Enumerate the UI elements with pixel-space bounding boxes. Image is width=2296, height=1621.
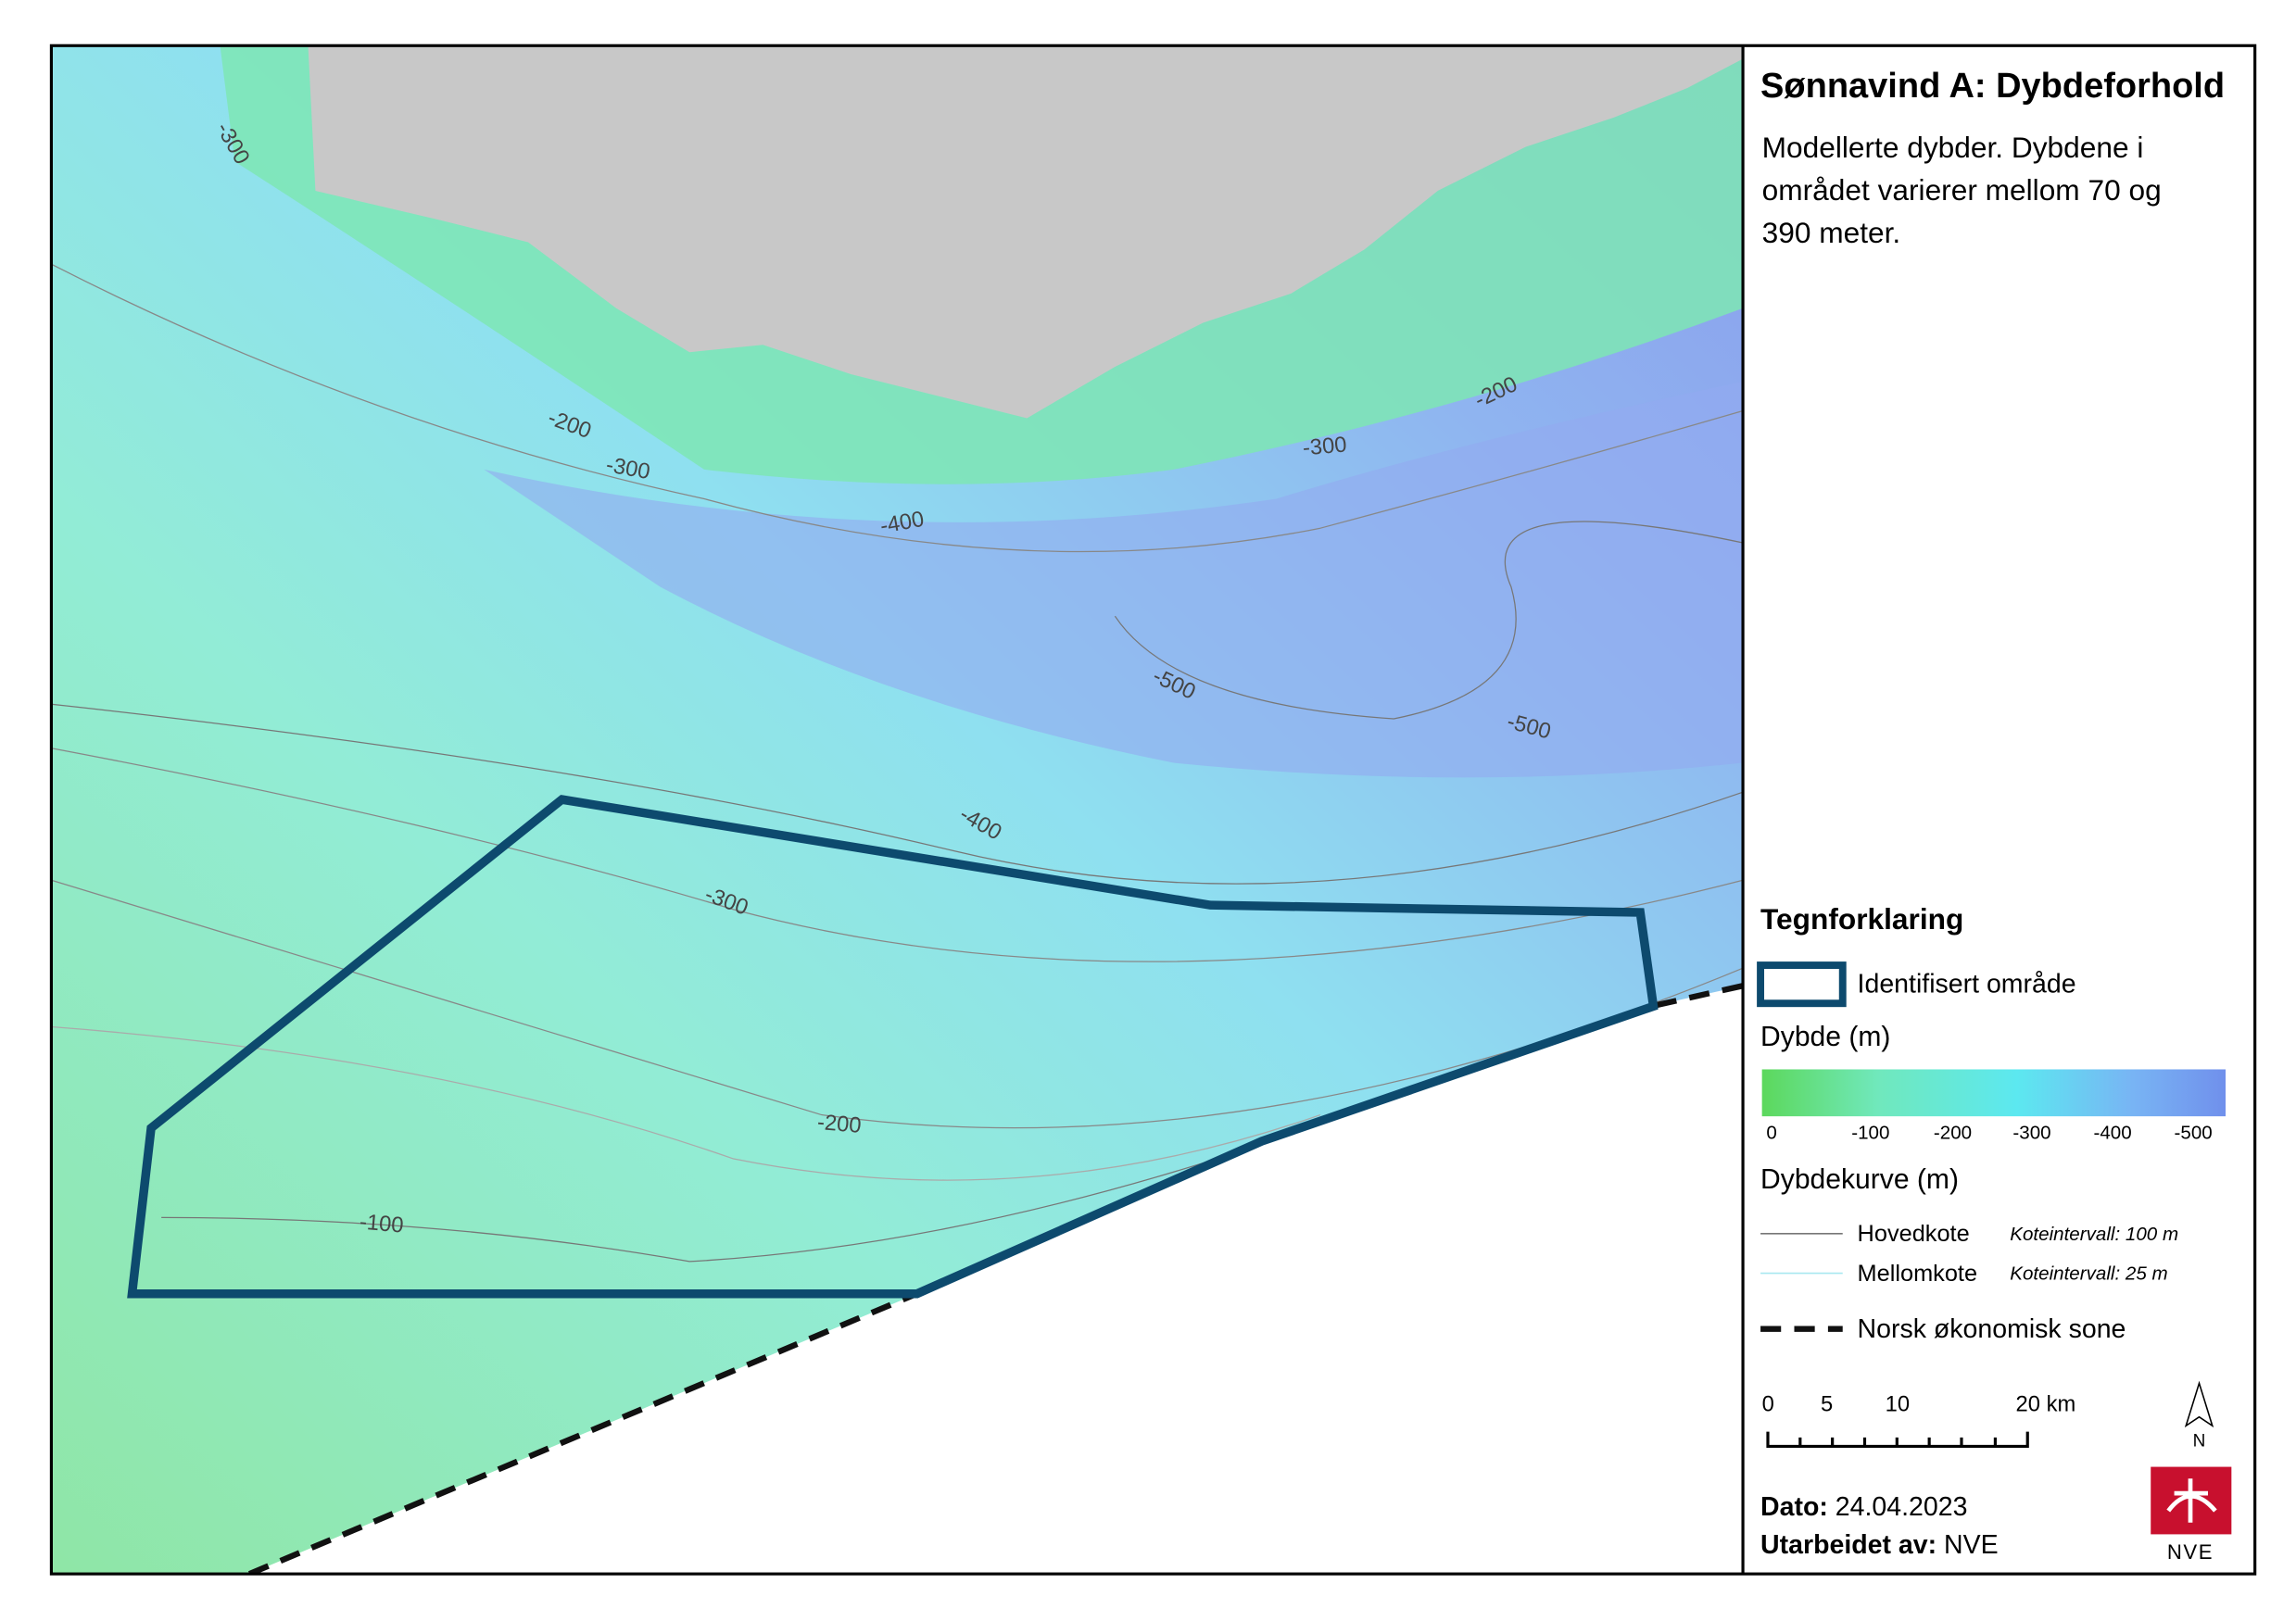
scale-label: 5 <box>1821 1391 1833 1416</box>
description: Modellerte dybder. Dybdene i <box>1762 131 2144 164</box>
logo-emblem <box>2166 1478 2217 1523</box>
land <box>308 45 1744 419</box>
author-value: NVE <box>1944 1530 1999 1560</box>
scale-label: 20 km <box>2016 1391 2076 1416</box>
contour-label: -100 <box>359 1210 405 1238</box>
contour-line <box>51 748 1744 962</box>
title: Sønnavind A: Dybdeforhold <box>1760 67 2225 106</box>
date-value: 24.04.2023 <box>1836 1491 1968 1521</box>
legend-minor-interval: Koteintervall: 25 m <box>2010 1263 2167 1285</box>
scale-bar <box>1766 1431 2029 1448</box>
deep-basin <box>484 381 1744 778</box>
contour-line <box>51 879 1744 1129</box>
contour-line <box>161 1143 1262 1263</box>
description: 390 meter. <box>1762 216 1901 249</box>
depth-colorbar <box>1761 1069 2226 1117</box>
author: Utarbeidet av: NVE <box>1760 1530 1999 1560</box>
date-label: Dato: <box>1760 1491 1828 1521</box>
scale-label: 0 <box>1762 1391 1774 1416</box>
map-frame <box>49 44 2257 1576</box>
identified-area <box>127 795 1659 1299</box>
contour-line <box>51 1025 1321 1181</box>
north-label: N <box>2193 1432 2206 1451</box>
legend-area-symbol <box>1757 961 1847 1008</box>
contour-line <box>51 703 1744 885</box>
legend-main-label: Hovedkote <box>1858 1221 1970 1247</box>
author-label: Utarbeidet av: <box>1760 1530 1936 1560</box>
contour-line <box>1114 521 1744 720</box>
depth-tick-label: 0 <box>1766 1123 1776 1144</box>
depth-tick-label: -300 <box>2012 1123 2050 1144</box>
north-arrow <box>2184 1380 2214 1428</box>
description: området varierer mellom 70 og <box>1762 173 2162 207</box>
contour-line <box>51 263 1744 553</box>
depth-tick-label: -500 <box>2175 1123 2213 1144</box>
depth-tick-label: -200 <box>1934 1123 1972 1144</box>
legend-depth-title: Dybde (m) <box>1760 1022 1890 1052</box>
contour-label: -200 <box>816 1110 863 1138</box>
date: Dato: 24.04.2023 <box>1760 1491 1967 1521</box>
legend-minor-label: Mellomkote <box>1858 1261 1978 1287</box>
economic-zone-line <box>247 983 1744 1575</box>
legend-main-interval: Koteintervall: 100 m <box>2010 1224 2178 1245</box>
legend-contour-title: Dybdekurve (m) <box>1760 1164 1959 1195</box>
contour-label: -300 <box>1302 432 1348 460</box>
map-area: -300-200-300-400-500-500-400-300-200-100… <box>51 45 1744 1575</box>
depth-tick-label: -100 <box>1851 1123 1889 1144</box>
legend-eez-label: Norsk økonomisk sone <box>1858 1314 2126 1344</box>
scale-label: 10 <box>1886 1391 1910 1416</box>
legend-title: Tegnforklaring <box>1760 902 1963 936</box>
logo-text: NVE <box>2167 1540 2214 1564</box>
depth-tick-label: -400 <box>2093 1123 2131 1144</box>
outside-zone <box>249 986 1744 1575</box>
legend-area-label: Identifisert område <box>1858 970 2076 999</box>
